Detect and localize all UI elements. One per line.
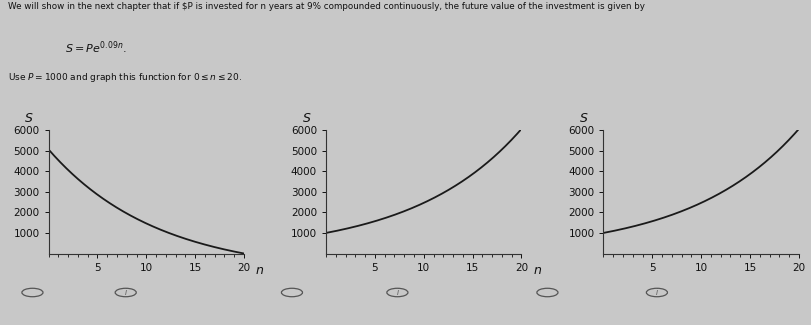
- Text: $S = Pe^{0.09n}$.: $S = Pe^{0.09n}$.: [65, 39, 127, 56]
- Text: S: S: [580, 112, 588, 125]
- Text: i: i: [656, 288, 658, 297]
- Text: We will show in the next chapter that if $P is invested for n years at 9% compou: We will show in the next chapter that if…: [8, 2, 645, 11]
- Text: n: n: [255, 264, 264, 277]
- Text: S: S: [303, 112, 311, 125]
- Text: i: i: [397, 288, 398, 297]
- Text: i: i: [125, 288, 127, 297]
- Text: n: n: [533, 264, 541, 277]
- Text: Use $P = 1000$ and graph this function for $0 \leq n \leq 20$.: Use $P = 1000$ and graph this function f…: [8, 72, 242, 84]
- Text: S: S: [25, 112, 33, 125]
